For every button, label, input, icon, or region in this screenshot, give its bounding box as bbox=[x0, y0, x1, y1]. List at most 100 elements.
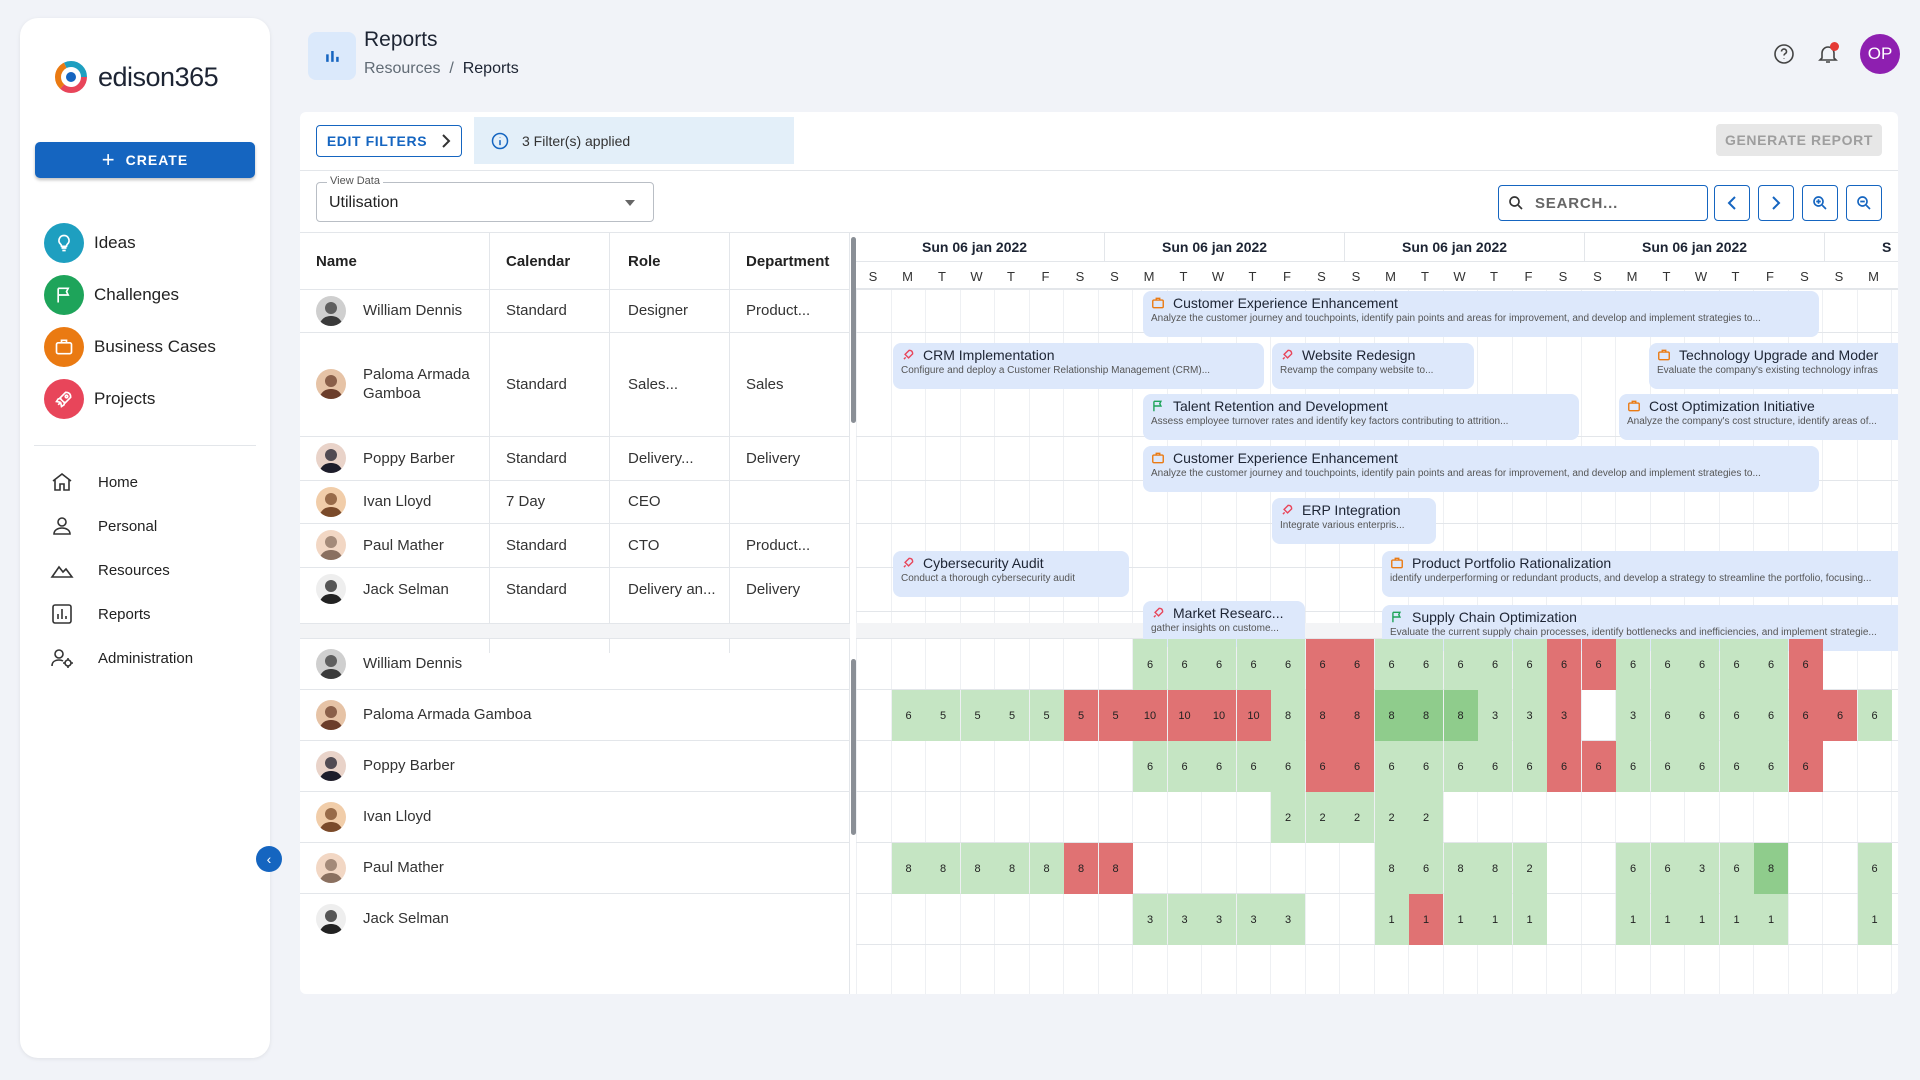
previous-period-button[interactable] bbox=[1714, 185, 1750, 221]
column-header-name[interactable]: Name bbox=[316, 252, 357, 270]
utilisation-cell[interactable]: 8 bbox=[1374, 843, 1409, 894]
utilisation-row[interactable] bbox=[300, 791, 850, 842]
zoom-out-button[interactable] bbox=[1846, 185, 1882, 221]
utilisation-cell[interactable]: 3 bbox=[1202, 894, 1236, 945]
gantt-bar[interactable]: Product Portfolio Rationalization identi… bbox=[1382, 551, 1898, 597]
gantt-bar[interactable]: ERP Integration Integrate various enterp… bbox=[1272, 498, 1436, 544]
sidebar-item-administration[interactable]: Administration bbox=[50, 643, 260, 673]
breadcrumb-resources[interactable]: Resources bbox=[364, 60, 441, 77]
gantt-bar[interactable]: Website Redesign Revamp the company webs… bbox=[1272, 343, 1474, 389]
create-button[interactable]: + CREATE bbox=[35, 142, 255, 178]
utilisation-cell[interactable]: 5 bbox=[995, 690, 1029, 741]
utilisation-cell[interactable]: 5 bbox=[960, 690, 995, 741]
utilisation-cell[interactable]: 6 bbox=[1443, 741, 1478, 792]
utilisation-cell[interactable]: 8 bbox=[1098, 843, 1133, 894]
column-header-department[interactable]: Department bbox=[746, 252, 830, 270]
utilisation-cell[interactable]: 8 bbox=[891, 843, 926, 894]
utilisation-cell[interactable]: 6 bbox=[1409, 741, 1443, 792]
utilisation-cell[interactable]: 6 bbox=[1133, 741, 1167, 792]
utilisation-cell[interactable]: 6 bbox=[1374, 741, 1409, 792]
utilisation-cell[interactable]: 6 bbox=[1616, 741, 1650, 792]
utilisation-cell[interactable]: 1 bbox=[1409, 894, 1443, 945]
utilisation-cell[interactable]: 5 bbox=[1064, 690, 1098, 741]
utilisation-cell[interactable]: 2 bbox=[1271, 792, 1305, 843]
utilisation-cell[interactable]: 1 bbox=[1443, 894, 1478, 945]
utilisation-cell[interactable]: 6 bbox=[1202, 639, 1236, 690]
utilisation-cell[interactable]: 10 bbox=[1236, 690, 1271, 741]
utilisation-cell[interactable]: 3 bbox=[1478, 690, 1512, 741]
table-scrollbar[interactable] bbox=[851, 237, 856, 423]
utilisation-cell[interactable]: 6 bbox=[1823, 690, 1857, 741]
gantt-bar[interactable]: CRM Implementation Configure and deploy … bbox=[893, 343, 1264, 389]
utilisation-cell[interactable]: 6 bbox=[1409, 639, 1443, 690]
utilisation-cell[interactable]: 8 bbox=[1409, 690, 1443, 741]
utilisation-cell[interactable]: 2 bbox=[1374, 792, 1409, 843]
utilisation-cell[interactable]: 8 bbox=[1443, 843, 1478, 894]
utilisation-cell[interactable]: 6 bbox=[1719, 843, 1754, 894]
sidebar-item-personal[interactable]: Personal bbox=[50, 511, 260, 541]
gantt-bar[interactable]: Talent Retention and Development Assess … bbox=[1143, 394, 1579, 440]
utilisation-row[interactable] bbox=[300, 893, 850, 944]
utilisation-cell[interactable]: 3 bbox=[1616, 690, 1650, 741]
utilisation-cell[interactable]: 6 bbox=[1857, 843, 1892, 894]
utilisation-cell[interactable]: 1 bbox=[1512, 894, 1547, 945]
utilisation-cell[interactable]: 3 bbox=[1547, 690, 1581, 741]
utilisation-cell[interactable]: 1 bbox=[1719, 894, 1754, 945]
utilisation-cell[interactable]: 6 bbox=[1857, 690, 1892, 741]
utilisation-cell[interactable]: 10 bbox=[1202, 690, 1236, 741]
sidebar-item-projects[interactable]: Projects bbox=[44, 379, 264, 419]
utilisation-cell[interactable]: 3 bbox=[1133, 894, 1167, 945]
utilisation-row[interactable] bbox=[300, 842, 850, 893]
utilisation-cell[interactable]: 6 bbox=[1478, 741, 1512, 792]
utilisation-row[interactable] bbox=[300, 638, 850, 689]
utilisation-cell[interactable]: 6 bbox=[1409, 843, 1443, 894]
utilisation-cell[interactable]: 6 bbox=[1650, 843, 1685, 894]
edit-filters-button[interactable]: EDIT FILTERS bbox=[316, 125, 462, 157]
table-row[interactable] bbox=[300, 567, 850, 611]
utilisation-cell[interactable]: 6 bbox=[1788, 741, 1823, 792]
utilisation-cell[interactable]: 8 bbox=[1754, 843, 1788, 894]
utilisation-cell[interactable]: 5 bbox=[1098, 690, 1133, 741]
gantt-bar[interactable]: Cybersecurity Audit Conduct a thorough c… bbox=[893, 551, 1129, 597]
utilisation-cell[interactable]: 6 bbox=[1685, 690, 1719, 741]
utilisation-cell[interactable]: 8 bbox=[960, 843, 995, 894]
utilisation-cell[interactable]: 6 bbox=[1512, 639, 1547, 690]
utilisation-cell[interactable]: 6 bbox=[1236, 639, 1271, 690]
search-input[interactable]: SEARCH... bbox=[1498, 185, 1708, 221]
sidebar-item-ideas[interactable]: Ideas bbox=[44, 223, 264, 263]
utilisation-cell[interactable]: 6 bbox=[1685, 741, 1719, 792]
utilisation-scrollbar[interactable] bbox=[851, 659, 856, 835]
next-period-button[interactable] bbox=[1758, 185, 1794, 221]
table-row[interactable] bbox=[300, 523, 850, 567]
sidebar-item-business-cases[interactable]: Business Cases bbox=[44, 327, 264, 367]
utilisation-cell[interactable]: 6 bbox=[1650, 690, 1685, 741]
utilisation-row[interactable] bbox=[300, 740, 850, 791]
help-icon[interactable] bbox=[1772, 42, 1796, 66]
utilisation-cell[interactable]: 6 bbox=[1340, 741, 1374, 792]
utilisation-cell[interactable]: 6 bbox=[1374, 639, 1409, 690]
utilisation-cell[interactable]: 3 bbox=[1512, 690, 1547, 741]
brand-logo[interactable]: edison365 bbox=[54, 60, 219, 94]
utilisation-cell[interactable]: 6 bbox=[1547, 639, 1581, 690]
utilisation-cell[interactable]: 6 bbox=[1650, 639, 1685, 690]
utilisation-cell[interactable]: 6 bbox=[1202, 741, 1236, 792]
utilisation-cell[interactable]: 1 bbox=[1857, 894, 1892, 945]
utilisation-row[interactable] bbox=[300, 689, 850, 740]
utilisation-cell[interactable]: 6 bbox=[1719, 741, 1754, 792]
gantt-bar[interactable]: Customer Experience Enhancement Analyze … bbox=[1143, 446, 1819, 492]
utilisation-cell[interactable]: 6 bbox=[1650, 741, 1685, 792]
utilisation-cell[interactable]: 3 bbox=[1167, 894, 1202, 945]
utilisation-cell[interactable]: 2 bbox=[1512, 843, 1547, 894]
utilisation-cell[interactable]: 1 bbox=[1754, 894, 1788, 945]
utilisation-cell[interactable]: 6 bbox=[1271, 639, 1305, 690]
utilisation-cell[interactable]: 2 bbox=[1305, 792, 1340, 843]
utilisation-cell[interactable]: 6 bbox=[1754, 639, 1788, 690]
utilisation-cell[interactable]: 8 bbox=[1340, 690, 1374, 741]
utilisation-cell[interactable]: 6 bbox=[1581, 639, 1616, 690]
utilisation-cell[interactable]: 8 bbox=[1374, 690, 1409, 741]
table-row[interactable] bbox=[300, 436, 850, 480]
utilisation-cell[interactable]: 6 bbox=[1305, 639, 1340, 690]
utilisation-cell[interactable]: 10 bbox=[1167, 690, 1202, 741]
utilisation-cell[interactable]: 6 bbox=[1443, 639, 1478, 690]
utilisation-cell[interactable]: 3 bbox=[1236, 894, 1271, 945]
